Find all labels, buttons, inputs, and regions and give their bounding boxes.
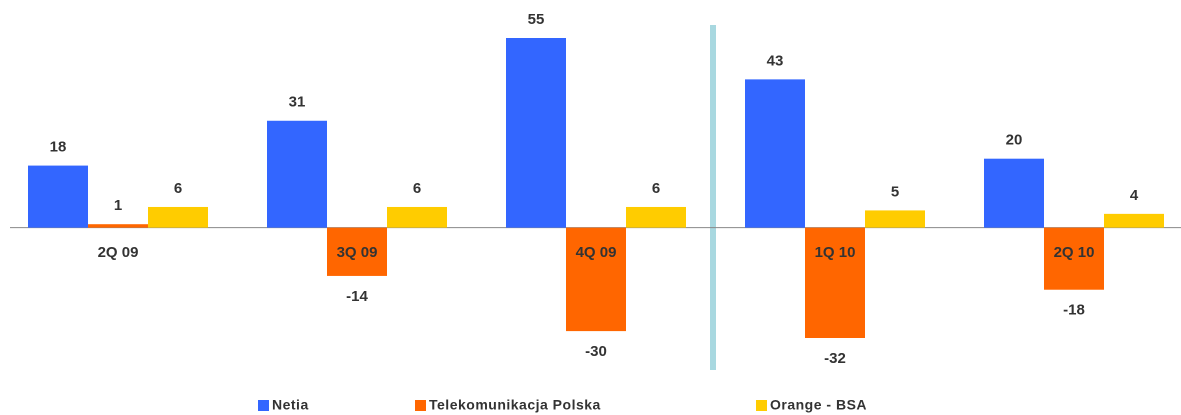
bar xyxy=(267,120,327,228)
value-label: 31 xyxy=(289,94,306,111)
category-label: 2Q 09 xyxy=(98,244,139,261)
value-label: 6 xyxy=(413,180,421,197)
value-label: 55 xyxy=(528,11,545,28)
value-label: 4 xyxy=(1130,187,1139,204)
value-label: -14 xyxy=(346,288,368,305)
legend-label: Netia xyxy=(272,397,309,413)
bar xyxy=(745,79,805,228)
category-label: 3Q 09 xyxy=(337,244,378,261)
bar xyxy=(1104,213,1164,228)
value-label: 43 xyxy=(767,52,784,69)
bar xyxy=(327,227,387,276)
bar xyxy=(1044,227,1104,290)
value-label: 6 xyxy=(652,180,660,197)
category-label: 4Q 09 xyxy=(576,244,617,261)
legend-swatch xyxy=(415,400,426,411)
category-label: 2Q 10 xyxy=(1054,244,1095,261)
legend-swatch xyxy=(258,400,269,411)
legend: Netia Telekomunikacja Polska Orange - BSA xyxy=(258,397,867,413)
value-label: -32 xyxy=(824,350,846,367)
bar xyxy=(566,227,626,332)
bar xyxy=(88,224,148,228)
value-label: 18 xyxy=(50,139,67,156)
value-label: 1 xyxy=(114,197,122,214)
legend-label: Orange - BSA xyxy=(770,397,867,413)
value-label: 6 xyxy=(174,180,182,197)
bar xyxy=(148,206,208,228)
legend-label: Telekomunikacja Polska xyxy=(429,397,601,413)
value-label: -18 xyxy=(1063,302,1085,319)
bar xyxy=(984,158,1044,228)
bar xyxy=(805,227,865,338)
bar xyxy=(506,38,566,228)
bar xyxy=(387,206,447,228)
bar xyxy=(626,206,686,228)
value-label: 20 xyxy=(1006,132,1023,149)
value-label: -30 xyxy=(585,343,607,360)
bar xyxy=(28,165,88,228)
category-label: 1Q 10 xyxy=(815,244,856,261)
legend-swatch xyxy=(756,400,767,411)
value-label: 5 xyxy=(891,183,899,200)
bar xyxy=(865,210,925,228)
